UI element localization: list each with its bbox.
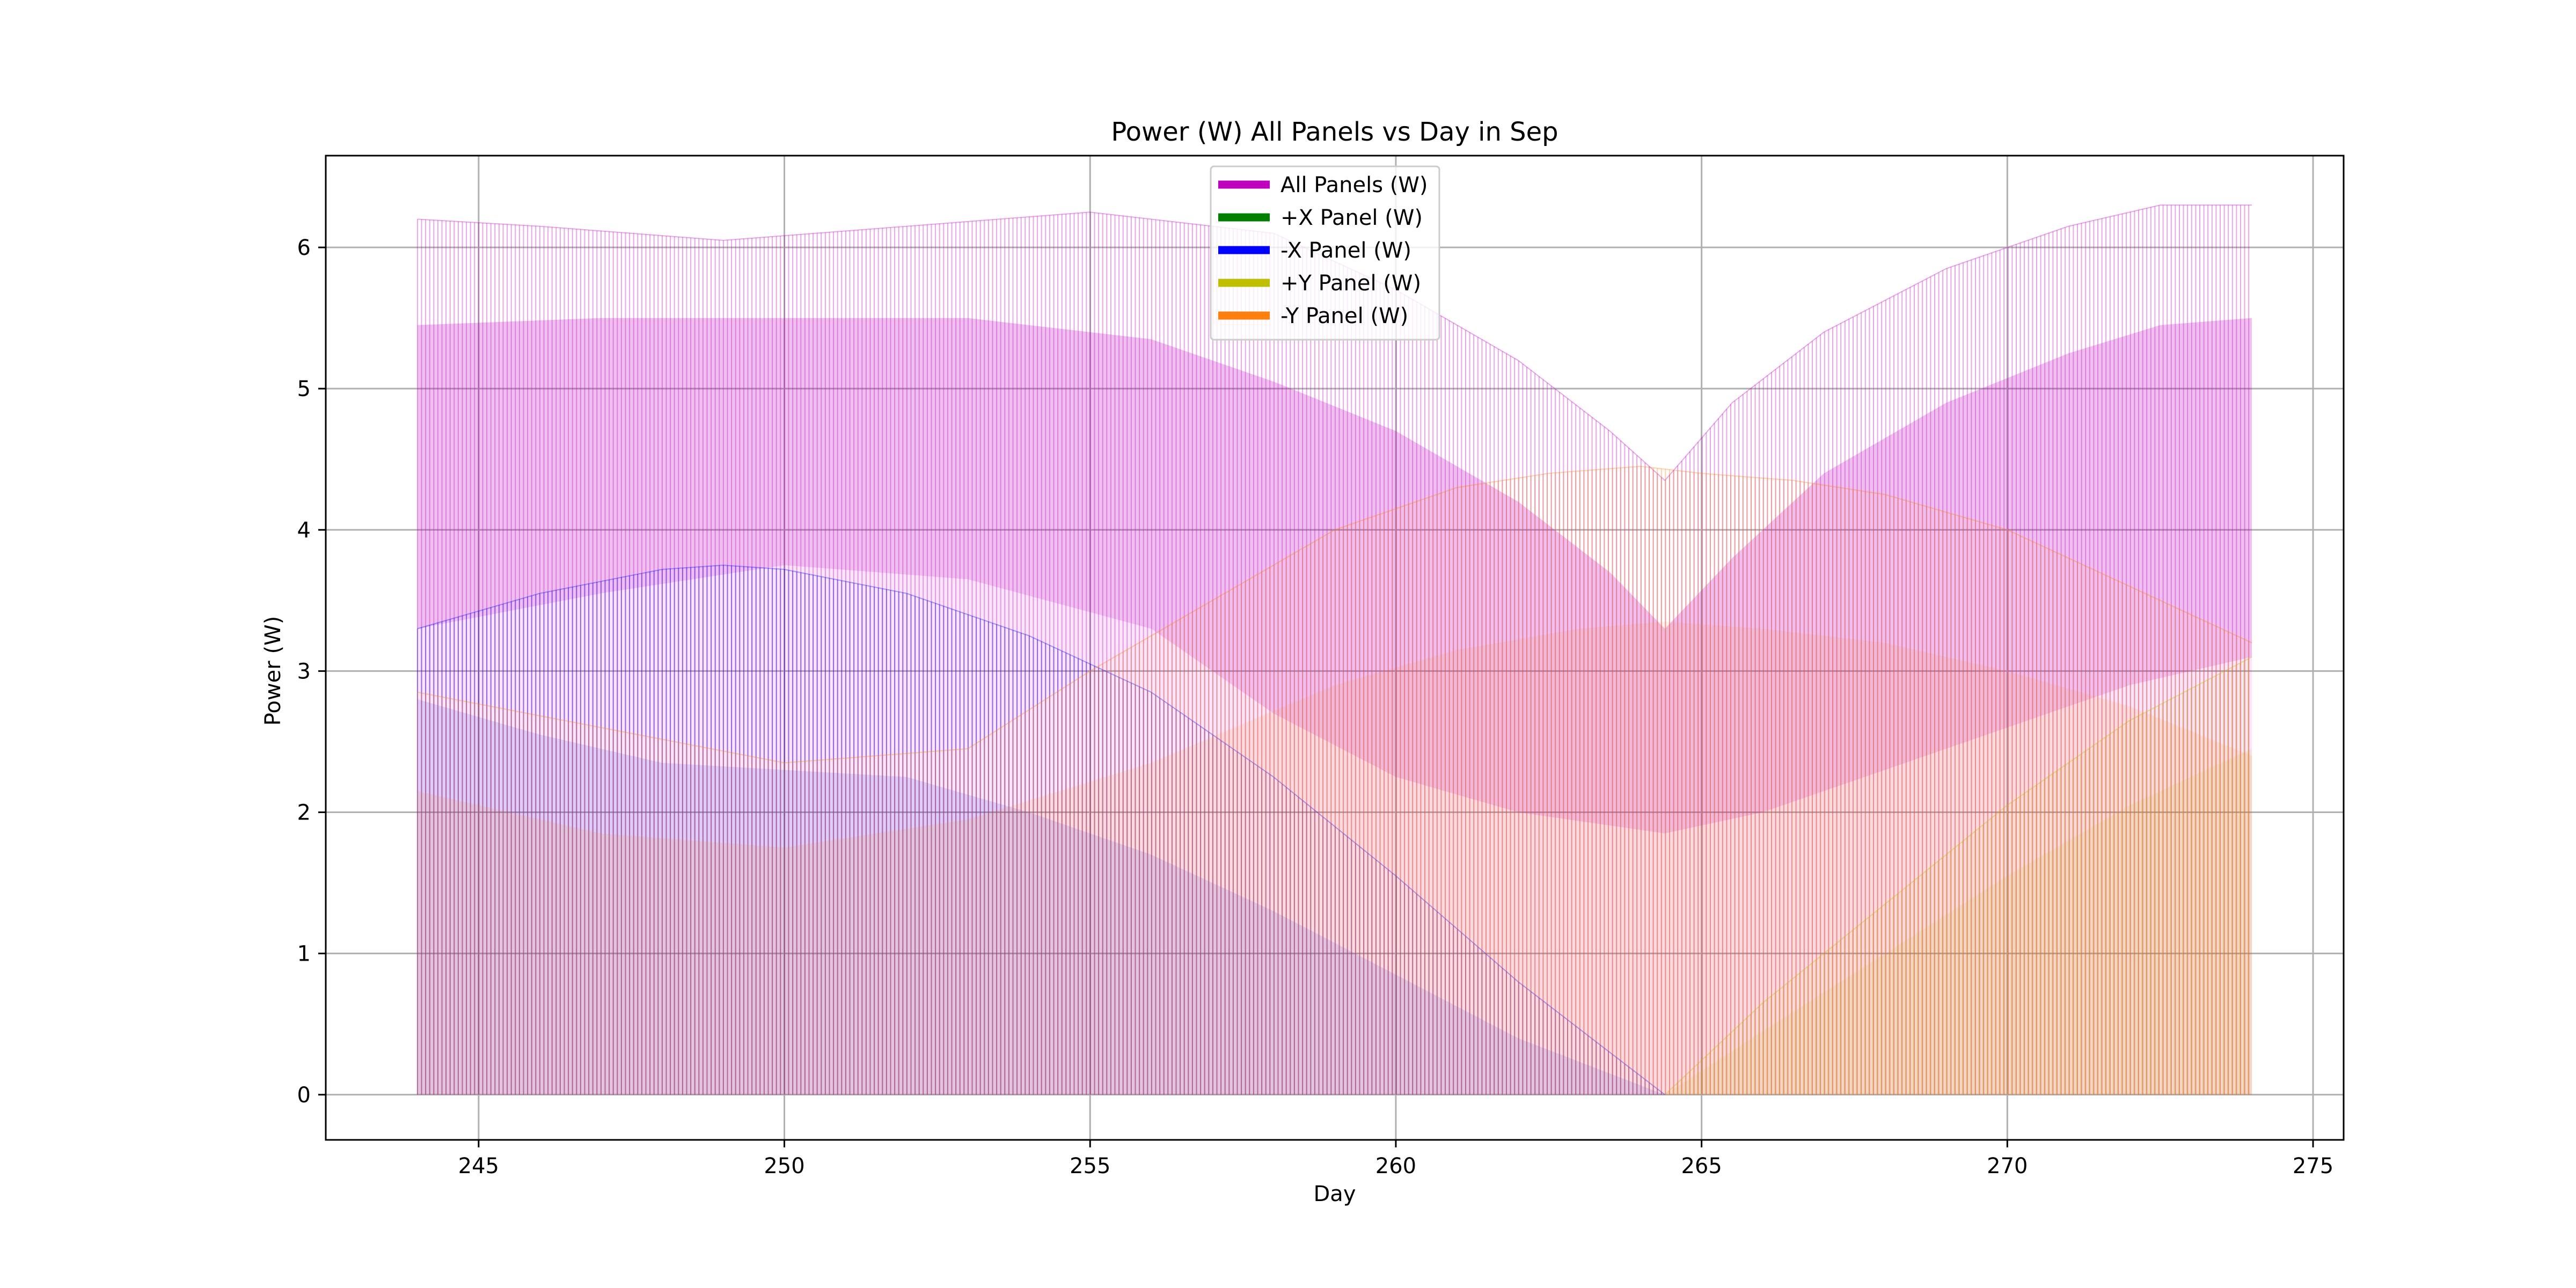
series-y-panel-w (1664, 656, 2252, 1095)
x-tick-label: 270 (1987, 1154, 2028, 1179)
series-band-upper (417, 318, 2252, 833)
series-all-panels-w (416, 204, 2252, 1095)
series-envelope (417, 204, 2252, 481)
series-envelope (417, 565, 1665, 1095)
x-tick-label: 265 (1681, 1154, 1722, 1179)
x-tick-label: 255 (1070, 1154, 1110, 1179)
series-band (417, 621, 2252, 1095)
legend-entry-label: +X Panel (W) (1280, 206, 1423, 230)
legend-entry-label: -Y Panel (W) (1280, 304, 1408, 328)
y-tick-label: 3 (297, 659, 311, 684)
x-tick-label: 250 (764, 1154, 804, 1179)
series-x-panel-w (416, 565, 1665, 1095)
y-tick-label: 4 (297, 518, 311, 543)
legend-entry-label: All Panels (W) (1280, 173, 1428, 197)
y-tick-label: 2 (297, 801, 311, 825)
y-tick-label: 1 (297, 942, 311, 967)
x-tick-label: 275 (2293, 1154, 2333, 1179)
series-band (1665, 749, 2252, 1095)
x-tick-label: 245 (458, 1154, 499, 1179)
series-area (416, 204, 2252, 1095)
series-band (417, 318, 2252, 1095)
x-tick-label: 260 (1375, 1154, 1416, 1179)
plot-frame (325, 155, 2345, 1141)
legend-entry-label: +Y Panel (W) (1280, 271, 1421, 296)
y-tick-label: 5 (297, 377, 311, 401)
series-y-panel-w (416, 465, 2252, 1095)
series-band (417, 699, 1665, 1095)
legend-box (1210, 165, 1440, 341)
series-spikes (1668, 658, 2249, 1095)
series-spikes (416, 466, 2250, 1095)
series-spikes (416, 205, 2250, 1095)
y-axis-label: Power (W) (261, 616, 286, 726)
x-axis-label: Day (1314, 1182, 1356, 1206)
legend: All Panels (W) +X Panel (W) -X Panel (W) +Y… (1210, 165, 1440, 341)
chart-title: Power (W) All Panels vs Day in Sep (1111, 117, 1558, 147)
series-envelope (417, 465, 2252, 764)
legend-entry-label: -X Panel (W) (1280, 238, 1411, 263)
y-tick-label: 0 (297, 1083, 311, 1108)
axes: 245 250 255 260 265 270 275 0 1 2 3 4 5 6 (297, 155, 2345, 1179)
series-envelope (1664, 656, 2252, 1095)
series-spikes (416, 565, 1662, 1095)
y-tick-label: 6 (297, 236, 311, 260)
